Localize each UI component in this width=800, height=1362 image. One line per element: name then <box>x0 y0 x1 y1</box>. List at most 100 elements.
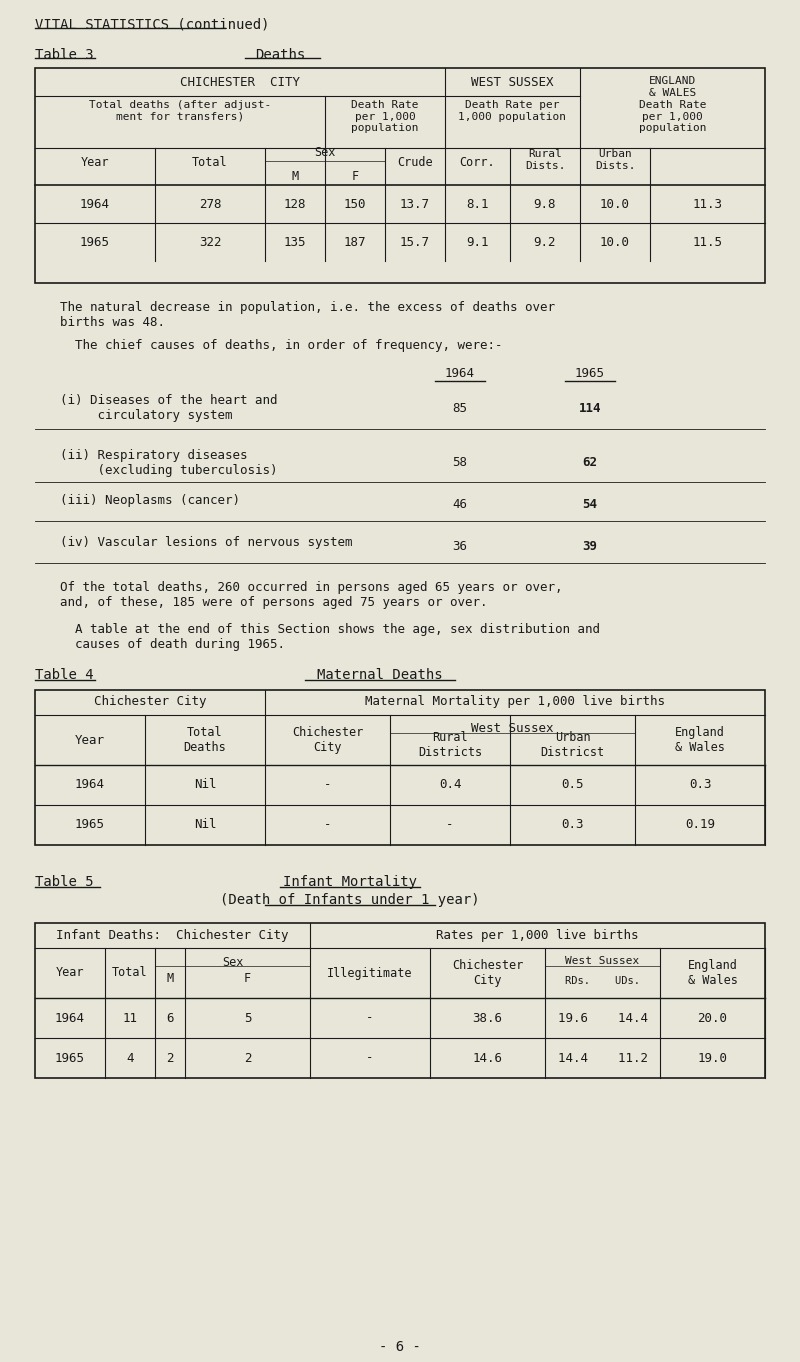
Text: Sex: Sex <box>222 956 243 968</box>
Text: 1965: 1965 <box>80 236 110 248</box>
Text: 10.0: 10.0 <box>600 236 630 248</box>
Text: 2: 2 <box>244 1051 251 1065</box>
Text: 135: 135 <box>284 236 306 248</box>
Text: The chief causes of deaths, in order of frequency, were:-: The chief causes of deaths, in order of … <box>75 339 502 351</box>
Text: Maternal Mortality per 1,000 live births: Maternal Mortality per 1,000 live births <box>365 696 665 708</box>
Text: -: - <box>324 819 331 831</box>
Text: 15.7: 15.7 <box>400 236 430 248</box>
Text: 1965: 1965 <box>575 366 605 380</box>
Text: Nil: Nil <box>194 819 216 831</box>
Text: Total: Total <box>112 967 148 979</box>
Text: CHICHESTER  CITY: CHICHESTER CITY <box>180 76 300 89</box>
Text: (i) Diseases of the heart and
     circulatory system: (i) Diseases of the heart and circulator… <box>60 394 278 422</box>
Text: 4: 4 <box>126 1051 134 1065</box>
Text: Sex: Sex <box>314 147 336 159</box>
Text: Table 5: Table 5 <box>35 874 94 889</box>
Text: Corr.: Corr. <box>460 157 495 169</box>
Text: Total deaths (after adjust-
ment for transfers): Total deaths (after adjust- ment for tra… <box>89 99 271 121</box>
Text: Chichester
City: Chichester City <box>452 959 523 987</box>
Text: Year: Year <box>75 734 105 746</box>
Text: 1964: 1964 <box>75 779 105 791</box>
Text: West Sussex: West Sussex <box>471 722 554 735</box>
Text: RDs.    UDs.: RDs. UDs. <box>565 977 640 986</box>
Text: Chichester City: Chichester City <box>94 696 206 708</box>
Text: 1965: 1965 <box>75 819 105 831</box>
Text: Death Rate per
1,000 population: Death Rate per 1,000 population <box>458 99 566 121</box>
Text: -: - <box>366 1051 374 1065</box>
Text: 1965: 1965 <box>55 1051 85 1065</box>
Text: 19.0: 19.0 <box>698 1051 727 1065</box>
Text: F: F <box>351 169 358 183</box>
Text: Maternal Deaths: Maternal Deaths <box>317 667 443 682</box>
Text: Death Rate
per 1,000
population: Death Rate per 1,000 population <box>638 99 706 133</box>
Text: ENGLAND
& WALES: ENGLAND & WALES <box>649 76 696 98</box>
Text: -: - <box>446 819 454 831</box>
Text: Table 4: Table 4 <box>35 667 94 682</box>
Text: 14.6: 14.6 <box>473 1051 502 1065</box>
Text: 9.1: 9.1 <box>466 236 489 248</box>
Text: 1964: 1964 <box>80 197 110 211</box>
Text: Rates per 1,000 live births: Rates per 1,000 live births <box>436 929 638 941</box>
Text: 5: 5 <box>244 1012 251 1024</box>
Text: Year: Year <box>81 157 110 169</box>
Text: Nil: Nil <box>194 779 216 791</box>
Text: 128: 128 <box>284 197 306 211</box>
Text: 19.6    14.4: 19.6 14.4 <box>558 1012 647 1024</box>
Text: 0.5: 0.5 <box>562 779 584 791</box>
Text: Urban
Districst: Urban Districst <box>541 731 605 759</box>
Text: England
& Wales: England & Wales <box>675 726 725 755</box>
Text: Rural
Districts: Rural Districts <box>418 731 482 759</box>
Text: 9.2: 9.2 <box>534 236 556 248</box>
Text: 38.6: 38.6 <box>473 1012 502 1024</box>
Text: Infant Mortality: Infant Mortality <box>283 874 417 889</box>
Text: Deaths: Deaths <box>255 48 305 63</box>
Text: 46: 46 <box>453 498 467 512</box>
Text: F: F <box>244 971 251 985</box>
Text: 1964: 1964 <box>55 1012 85 1024</box>
Text: England
& Wales: England & Wales <box>687 959 738 987</box>
Bar <box>35 691 765 844</box>
Text: 85: 85 <box>453 403 467 415</box>
Text: 322: 322 <box>198 236 222 248</box>
Text: 6: 6 <box>166 1012 174 1024</box>
Text: Year: Year <box>56 967 84 979</box>
Text: 114: 114 <box>578 403 602 415</box>
Text: 0.19: 0.19 <box>685 819 715 831</box>
Text: Total
Deaths: Total Deaths <box>184 726 226 755</box>
Bar <box>35 68 765 283</box>
Text: (iv) Vascular lesions of nervous system: (iv) Vascular lesions of nervous system <box>60 537 353 549</box>
Text: 2: 2 <box>166 1051 174 1065</box>
Text: Total: Total <box>192 157 228 169</box>
Text: (ii) Respiratory diseases
     (excluding tuberculosis): (ii) Respiratory diseases (excluding tub… <box>60 449 278 477</box>
Text: 187: 187 <box>344 236 366 248</box>
Text: 1964: 1964 <box>445 366 475 380</box>
Text: 54: 54 <box>582 498 598 512</box>
Text: 14.4    11.2: 14.4 11.2 <box>558 1051 647 1065</box>
Text: VITAL STATISTICS (continued): VITAL STATISTICS (continued) <box>35 18 270 31</box>
Text: -: - <box>366 1012 374 1024</box>
Text: Chichester
City: Chichester City <box>292 726 363 755</box>
Text: 36: 36 <box>453 541 467 553</box>
Bar <box>35 923 765 1077</box>
Text: 58: 58 <box>453 456 467 470</box>
Text: 11.3: 11.3 <box>693 197 722 211</box>
Text: Of the total deaths, 260 occurred in persons aged 65 years or over,
and, of thes: Of the total deaths, 260 occurred in per… <box>60 582 562 609</box>
Text: Rural
Dists.: Rural Dists. <box>525 150 566 170</box>
Text: 10.0: 10.0 <box>600 197 630 211</box>
Text: 0.3: 0.3 <box>562 819 584 831</box>
Text: 13.7: 13.7 <box>400 197 430 211</box>
Text: 20.0: 20.0 <box>698 1012 727 1024</box>
Text: -: - <box>324 779 331 791</box>
Text: 11.5: 11.5 <box>693 236 722 248</box>
Text: Illegitimate: Illegitimate <box>327 967 413 979</box>
Text: (Death of Infants under 1 year): (Death of Infants under 1 year) <box>220 893 480 907</box>
Text: 9.8: 9.8 <box>534 197 556 211</box>
Text: 150: 150 <box>344 197 366 211</box>
Text: Table 3: Table 3 <box>35 48 94 63</box>
Text: 0.4: 0.4 <box>438 779 462 791</box>
Text: WEST SUSSEX: WEST SUSSEX <box>471 76 554 89</box>
Text: 278: 278 <box>198 197 222 211</box>
Text: 8.1: 8.1 <box>466 197 489 211</box>
Text: 39: 39 <box>582 541 598 553</box>
Text: Infant Deaths:  Chichester City: Infant Deaths: Chichester City <box>56 929 289 941</box>
